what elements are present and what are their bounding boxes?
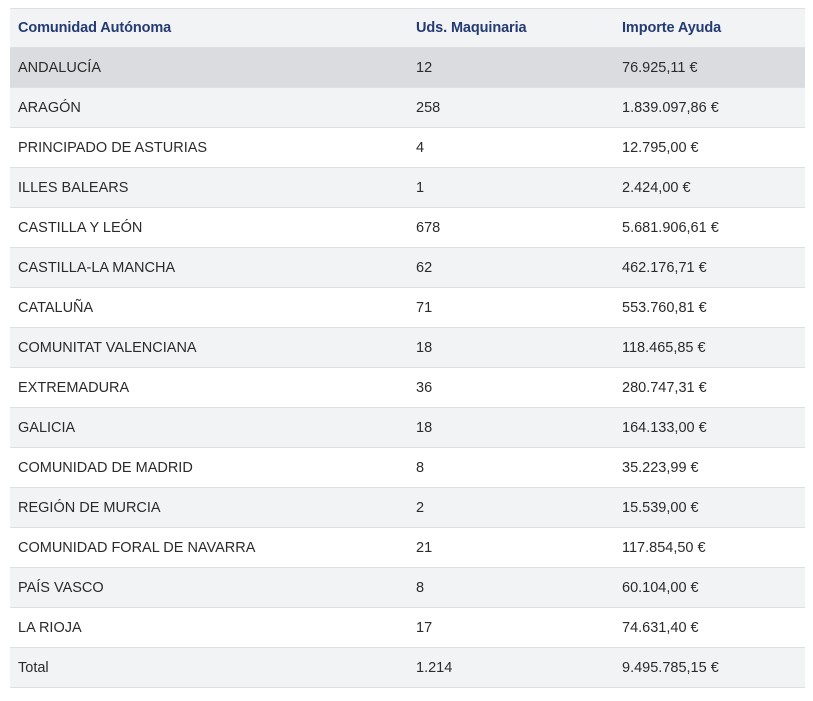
cell-comunidad: PAÍS VASCO bbox=[10, 567, 408, 608]
header-uds-maquinaria[interactable]: Uds. Maquinaria bbox=[416, 20, 527, 36]
cell-uds: 71 bbox=[408, 287, 614, 328]
cell-uds: 8 bbox=[408, 447, 614, 488]
table-header-row: Comunidad Autónoma Uds. Maquinaria Impor… bbox=[10, 8, 805, 48]
cell-importe: 280.747,31 € bbox=[614, 367, 805, 408]
cell-comunidad: ANDALUCÍA bbox=[10, 47, 408, 88]
cell-uds: 17 bbox=[408, 607, 614, 648]
aid-table: Comunidad Autónoma Uds. Maquinaria Impor… bbox=[10, 8, 805, 688]
cell-comunidad: ARAGÓN bbox=[10, 87, 408, 128]
table-row: GALICIA 18 164.133,00 € bbox=[10, 407, 805, 448]
table-row: PRINCIPADO DE ASTURIAS 4 12.795,00 € bbox=[10, 127, 805, 168]
cell-importe: 5.681.906,61 € bbox=[614, 207, 805, 248]
cell-uds: 1 bbox=[408, 167, 614, 208]
cell-importe: 12.795,00 € bbox=[614, 127, 805, 168]
cell-comunidad: CASTILLA-LA MANCHA bbox=[10, 247, 408, 288]
cell-importe: 553.760,81 € bbox=[614, 287, 805, 328]
cell-uds: 12 bbox=[408, 47, 614, 88]
table-row: ILLES BALEARS 1 2.424,00 € bbox=[10, 167, 805, 208]
cell-importe: 60.104,00 € bbox=[614, 567, 805, 608]
table-row: CASTILLA-LA MANCHA 62 462.176,71 € bbox=[10, 247, 805, 288]
cell-uds: 258 bbox=[408, 87, 614, 128]
table-row: CASTILLA Y LEÓN 678 5.681.906,61 € bbox=[10, 207, 805, 248]
table-row: CATALUÑA 71 553.760,81 € bbox=[10, 287, 805, 328]
table-row: EXTREMADURA 36 280.747,31 € bbox=[10, 367, 805, 408]
cell-importe: 74.631,40 € bbox=[614, 607, 805, 648]
header-importe-ayuda[interactable]: Importe Ayuda bbox=[622, 20, 722, 36]
cell-uds: 8 bbox=[408, 567, 614, 608]
cell-uds: 678 bbox=[408, 207, 614, 248]
cell-uds: 62 bbox=[408, 247, 614, 288]
cell-importe: 76.925,11 € bbox=[614, 47, 805, 88]
cell-importe: 164.133,00 € bbox=[614, 407, 805, 448]
table-total-row: Total 1.214 9.495.785,15 € bbox=[10, 647, 805, 688]
table-row: COMUNIDAD DE MADRID 8 35.223,99 € bbox=[10, 447, 805, 488]
aid-table-container: Comunidad Autónoma Uds. Maquinaria Impor… bbox=[10, 8, 805, 688]
cell-importe: 462.176,71 € bbox=[614, 247, 805, 288]
table-row: ANDALUCÍA 12 76.925,11 € bbox=[10, 47, 805, 88]
cell-uds: 18 bbox=[408, 407, 614, 448]
table-row: ARAGÓN 258 1.839.097,86 € bbox=[10, 87, 805, 128]
cell-comunidad: COMUNIDAD FORAL DE NAVARRA bbox=[10, 527, 408, 568]
table-row: REGIÓN DE MURCIA 2 15.539,00 € bbox=[10, 487, 805, 528]
cell-comunidad: PRINCIPADO DE ASTURIAS bbox=[10, 127, 408, 168]
cell-comunidad: REGIÓN DE MURCIA bbox=[10, 487, 408, 528]
cell-importe: 2.424,00 € bbox=[614, 167, 805, 208]
cell-comunidad: ILLES BALEARS bbox=[10, 167, 408, 208]
cell-uds: 36 bbox=[408, 367, 614, 408]
cell-comunidad: COMUNIDAD DE MADRID bbox=[10, 447, 408, 488]
total-uds: 1.214 bbox=[408, 647, 614, 688]
header-comunidad[interactable]: Comunidad Autónoma bbox=[18, 20, 172, 36]
cell-uds: 2 bbox=[408, 487, 614, 528]
table-row: COMUNITAT VALENCIANA 18 118.465,85 € bbox=[10, 327, 805, 368]
total-importe: 9.495.785,15 € bbox=[614, 647, 805, 688]
total-label: Total bbox=[10, 647, 408, 688]
cell-comunidad: COMUNITAT VALENCIANA bbox=[10, 327, 408, 368]
cell-importe: 117.854,50 € bbox=[614, 527, 805, 568]
cell-uds: 18 bbox=[408, 327, 614, 368]
cell-importe: 35.223,99 € bbox=[614, 447, 805, 488]
cell-uds: 4 bbox=[408, 127, 614, 168]
table-row: LA RIOJA 17 74.631,40 € bbox=[10, 607, 805, 648]
table-row: COMUNIDAD FORAL DE NAVARRA 21 117.854,50… bbox=[10, 527, 805, 568]
cell-comunidad: LA RIOJA bbox=[10, 607, 408, 648]
cell-comunidad: EXTREMADURA bbox=[10, 367, 408, 408]
cell-comunidad: CATALUÑA bbox=[10, 287, 408, 328]
table-row: PAÍS VASCO 8 60.104,00 € bbox=[10, 567, 805, 608]
cell-importe: 15.539,00 € bbox=[614, 487, 805, 528]
cell-importe: 118.465,85 € bbox=[614, 327, 805, 368]
cell-comunidad: GALICIA bbox=[10, 407, 408, 448]
cell-comunidad: CASTILLA Y LEÓN bbox=[10, 207, 408, 248]
cell-uds: 21 bbox=[408, 527, 614, 568]
cell-importe: 1.839.097,86 € bbox=[614, 87, 805, 128]
